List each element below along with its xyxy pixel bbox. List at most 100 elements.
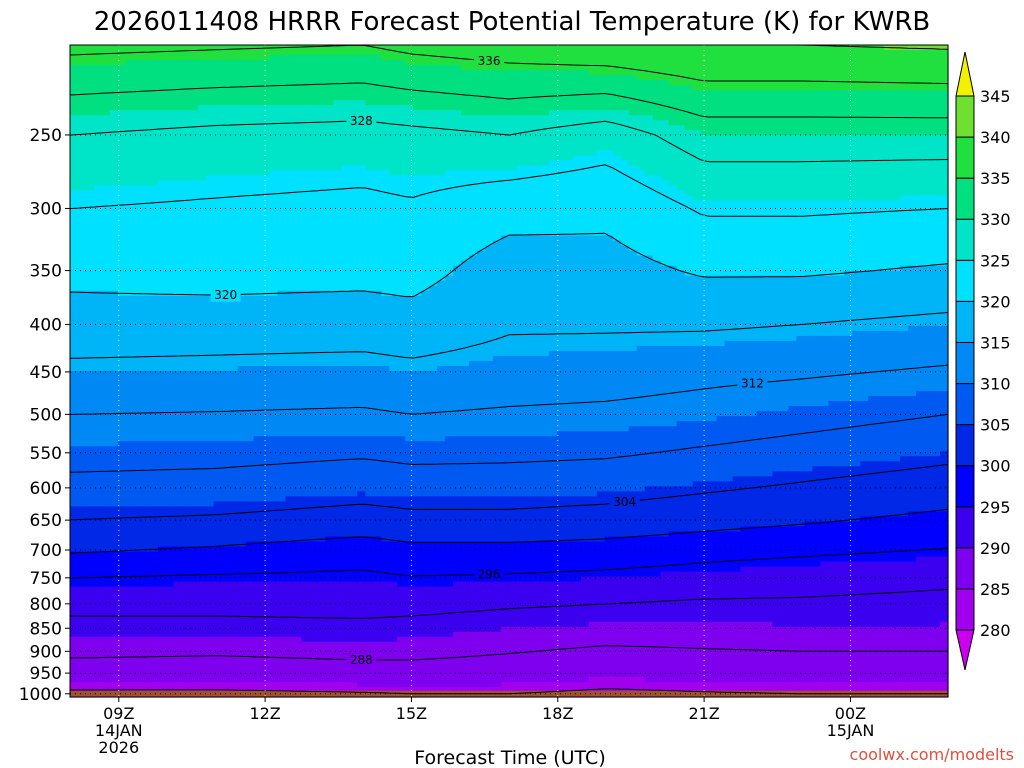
heatmap-cell — [365, 230, 374, 237]
heatmap-cell — [325, 270, 334, 277]
heatmap-cell — [469, 170, 478, 176]
heatmap-cell — [908, 70, 917, 76]
heatmap-cell — [285, 230, 295, 237]
heatmap-cell — [708, 115, 718, 121]
heatmap-cell — [509, 90, 518, 96]
heatmap-cell — [181, 170, 191, 176]
heatmap-cell — [213, 65, 223, 71]
heatmap-cell — [141, 245, 151, 252]
heatmap-cell — [868, 130, 877, 136]
heatmap-cell — [461, 245, 470, 252]
heatmap-cell — [700, 240, 710, 247]
heatmap-cell — [940, 160, 949, 166]
heatmap-cell — [852, 265, 861, 272]
heatmap-cell — [301, 140, 311, 146]
heatmap-cell — [596, 75, 606, 81]
heatmap-cell — [676, 90, 686, 96]
heatmap-cell — [612, 215, 622, 222]
heatmap-cell — [780, 250, 789, 257]
heatmap-cell — [117, 105, 127, 111]
heatmap-cell — [285, 190, 295, 197]
heatmap-cell — [932, 110, 941, 116]
heatmap-cell — [612, 80, 622, 86]
heatmap-cell — [381, 165, 390, 171]
heatmap-cell — [844, 155, 853, 161]
heatmap-cell — [772, 190, 781, 197]
heatmap-cell — [644, 205, 654, 212]
heatmap-cell — [397, 180, 406, 187]
heatmap-cell — [604, 235, 614, 242]
heatmap-cell — [389, 60, 398, 66]
heatmap-cell — [524, 125, 534, 131]
heatmap-cell — [612, 225, 622, 232]
heatmap-cell — [413, 195, 422, 202]
heatmap-cell — [812, 90, 821, 96]
heatmap-cell — [413, 170, 422, 176]
heatmap-cell — [197, 220, 207, 227]
heatmap-cell — [333, 240, 342, 247]
heatmap-cell — [532, 70, 542, 76]
heatmap-cell — [149, 200, 159, 207]
heatmap-cell — [397, 165, 406, 171]
heatmap-cell — [692, 240, 702, 247]
heatmap-cell — [700, 215, 710, 222]
heatmap-cell — [237, 165, 247, 171]
heatmap-cell — [293, 55, 303, 61]
heatmap-cell — [828, 260, 837, 267]
heatmap-cell — [77, 135, 87, 141]
heatmap-cell — [724, 85, 734, 91]
heatmap-cell — [860, 230, 869, 237]
heatmap-cell — [101, 215, 111, 222]
heatmap-cell — [349, 55, 358, 61]
heatmap-cell — [684, 185, 694, 192]
heatmap-cell — [540, 240, 550, 247]
heatmap-cell — [277, 105, 287, 111]
heatmap-cell — [580, 60, 590, 66]
heatmap-cell — [413, 185, 422, 192]
heatmap-cell — [477, 235, 486, 242]
heatmap-cell — [564, 175, 574, 182]
heatmap-cell — [636, 160, 646, 166]
heatmap-cell — [133, 260, 143, 267]
heatmap-cell — [548, 110, 558, 116]
heatmap-cell — [940, 175, 949, 182]
heatmap-cell — [852, 245, 861, 252]
heatmap-cell — [453, 130, 462, 136]
heatmap-cell — [429, 110, 438, 116]
heatmap-cell — [141, 90, 151, 96]
heatmap-cell — [165, 140, 175, 146]
heatmap-cell — [309, 230, 319, 237]
heatmap-cell — [141, 75, 151, 81]
heatmap-cell — [405, 50, 414, 56]
heatmap-cell — [772, 130, 781, 136]
heatmap-cell — [636, 135, 646, 141]
heatmap-cell — [325, 135, 334, 141]
heatmap-cell — [389, 230, 398, 237]
heatmap-cell — [724, 250, 734, 257]
heatmap-cell — [365, 150, 374, 156]
heatmap-cell — [133, 235, 143, 242]
heatmap-cell — [133, 75, 143, 81]
heatmap-cell — [509, 260, 518, 267]
heatmap-cell — [437, 255, 446, 262]
heatmap-cell — [828, 165, 837, 171]
heatmap-cell — [908, 65, 917, 71]
heatmap-cell — [532, 200, 542, 207]
heatmap-cell — [70, 70, 79, 76]
heatmap-cell — [572, 265, 582, 272]
heatmap-cell — [532, 90, 542, 96]
heatmap-cell — [892, 115, 901, 121]
heatmap-cell — [564, 220, 574, 227]
heatmap-cell — [453, 50, 462, 56]
heatmap-cell — [932, 255, 941, 262]
heatmap-cell — [524, 135, 534, 141]
heatmap-cell — [804, 105, 813, 111]
heatmap-cell — [700, 120, 710, 126]
heatmap-cell — [261, 180, 271, 187]
heatmap-cell — [748, 115, 758, 121]
heatmap-cell — [357, 90, 366, 96]
heatmap-cell — [876, 155, 885, 161]
heatmap-cell — [588, 180, 598, 187]
heatmap-cell — [285, 270, 295, 277]
heatmap-cell — [125, 195, 135, 202]
